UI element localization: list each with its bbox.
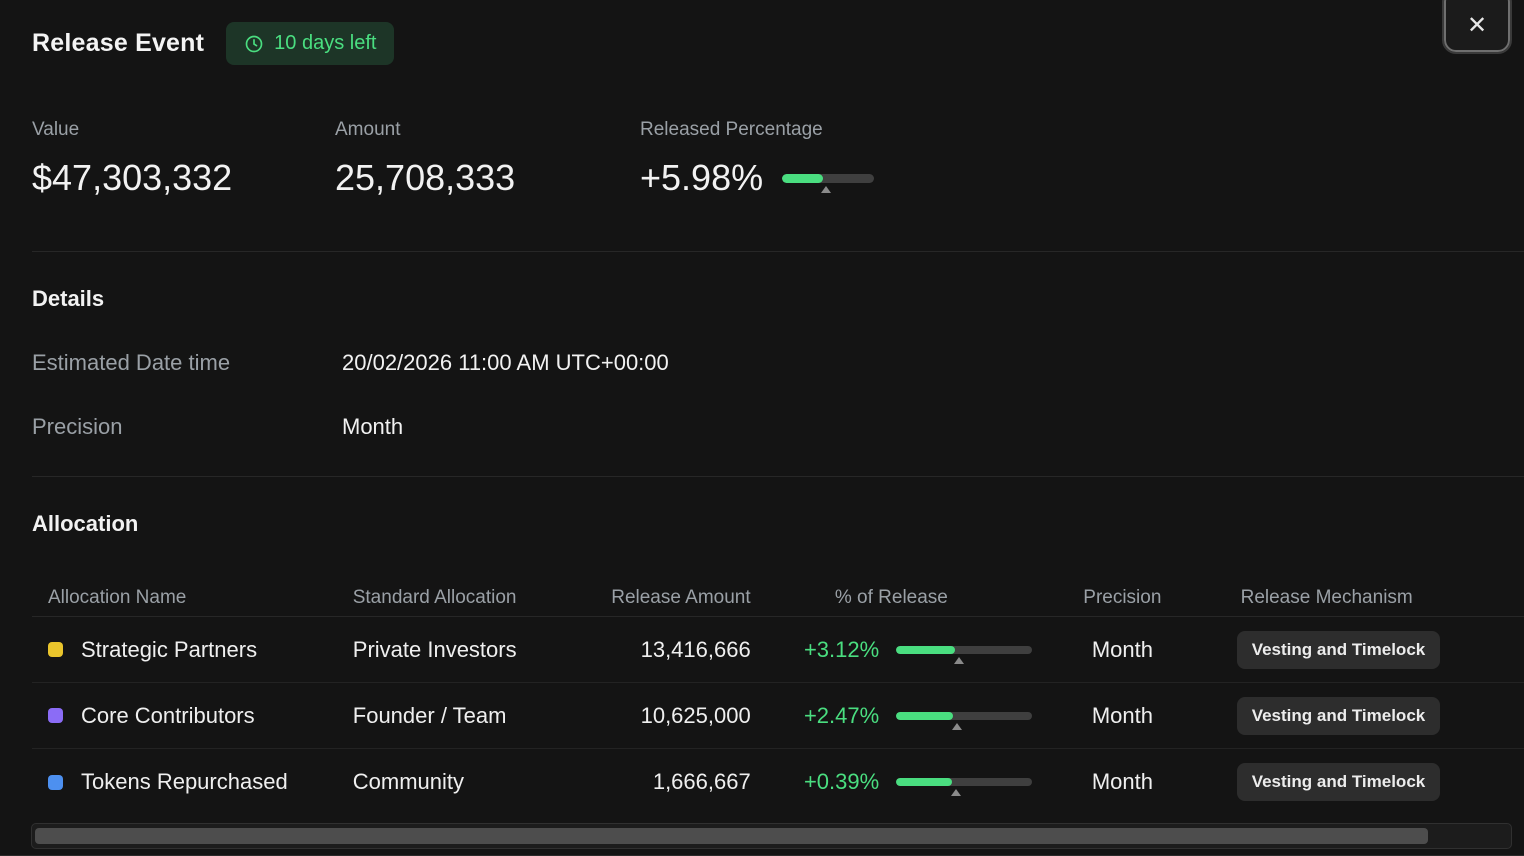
divider [32,251,1524,252]
release-amount: 1,666,667 [652,769,751,794]
col-header-precision: Precision [1083,586,1162,608]
stats-row: Value $47,303,332 Amount 25,708,333 Rele… [32,119,1524,199]
stat-amount-number: 25,708,333 [335,157,516,198]
allocation-color-swatch [48,708,63,723]
days-left-label: 10 days left [274,32,377,54]
detail-date-label: Estimated Date time [32,350,231,375]
release-amount: 13,416,666 [640,636,751,662]
progress-marker-icon [951,789,961,796]
page-title: Release Event [32,29,205,57]
close-button[interactable]: ✕ [1442,0,1512,54]
standard-allocation: Private Investors [352,636,517,662]
stat-released-number: +5.98% [640,157,764,198]
detail-precision-value: Month [342,414,404,439]
detail-row-date: Estimated Date time 20/02/2026 11:00 AM … [32,350,1524,376]
standard-allocation: Founder / Team [352,702,507,728]
scrollbar-thumb[interactable] [35,828,1428,844]
days-left-badge: 10 days left [226,22,395,65]
detail-row-precision: Precision Month [32,414,1524,440]
precision-value: Month [1091,702,1154,728]
divider [32,476,1524,477]
stat-amount: Amount 25,708,333 [335,119,640,199]
standard-allocation: Community [352,769,465,794]
allocation-color-swatch [48,642,63,657]
released-progress-bar [782,173,875,193]
close-icon: ✕ [1466,11,1488,39]
row-progress-bar [896,645,1033,664]
progress-marker-icon [821,185,832,193]
table-header-row: Allocation Name Standard Allocation Rele… [32,579,1524,617]
clock-icon [245,35,263,52]
allocation-title: Allocation [32,511,139,536]
horizontal-scrollbar[interactable] [31,823,1512,849]
table-row[interactable]: Core Contributors Founder / Team 10,625,… [32,683,1524,749]
detail-date-value: 20/02/2026 11:00 AM UTC+00:00 [342,350,669,375]
stat-released-label: Released Percentage [640,119,823,140]
col-header-pct-of-release: % of Release [834,586,948,608]
pct-of-release: +2.47% [803,702,880,728]
col-header-release-amount: Release Amount [611,586,751,608]
stat-value-label: Value [32,119,80,140]
allocation-name: Strategic Partners [81,636,258,662]
allocation-color-swatch [48,774,63,790]
allocation-name: Tokens Repurchased [81,769,288,794]
col-header-standard-allocation: Standard Allocation [352,586,517,608]
stat-value: Value $47,303,332 [32,119,335,199]
panel-header: Release Event 10 days left [32,22,1524,65]
precision-value: Month [1091,636,1154,662]
row-progress-bar [896,711,1033,730]
table-row[interactable]: Tokens Repurchased Community 1,666,667 +… [32,749,1524,815]
stat-amount-label: Amount [335,119,401,140]
pct-of-release: +3.12% [803,636,880,662]
precision-value: Month [1091,769,1154,794]
row-progress-bar [896,778,1033,796]
table-row[interactable]: Strategic Partners Private Investors 13,… [32,617,1524,683]
pct-of-release: +0.39% [803,769,880,794]
details-title: Details [32,286,105,311]
progress-marker-icon [952,722,963,730]
release-mechanism-badge: Vesting and Timelock [1236,763,1441,801]
progress-marker-icon [953,656,964,664]
allocation-name: Core Contributors [81,702,255,728]
release-amount: 10,625,000 [640,702,751,728]
detail-precision-label: Precision [32,414,123,439]
release-mechanism-badge: Vesting and Timelock [1236,630,1441,669]
col-header-release-mechanism: Release Mechanism [1240,586,1413,608]
stat-value-number: $47,303,332 [32,157,233,198]
col-header-allocation-name: Allocation Name [48,586,187,608]
allocation-table: Allocation Name Standard Allocation Rele… [0,579,1524,815]
stat-released: Released Percentage +5.98% [640,119,875,199]
release-mechanism-badge: Vesting and Timelock [1236,696,1441,735]
